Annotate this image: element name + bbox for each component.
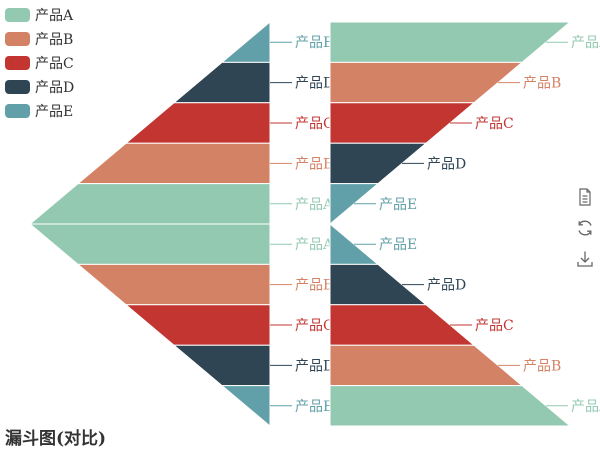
- funnel-segment-left-bottom[interactable]: [28, 223, 271, 265]
- legend-swatch: [5, 8, 30, 22]
- funnel-segment-right-bottom[interactable]: [329, 344, 524, 387]
- funnel-label: 产品B: [295, 278, 333, 294]
- funnel-segment-left-bottom[interactable]: [124, 304, 271, 346]
- funnel-label: 产品E: [379, 197, 417, 213]
- funnel-label: 产品C: [475, 116, 514, 132]
- legend: 产品A 产品B 产品C 产品D 产品E: [5, 3, 74, 123]
- funnel-label: 产品C: [295, 318, 334, 334]
- legend-swatch: [5, 80, 30, 94]
- funnel-segment-right-top[interactable]: [329, 21, 572, 63]
- funnel-label: 产品D: [427, 156, 466, 172]
- funnel-label: 产品C: [475, 318, 514, 334]
- funnel-segment-right-bottom[interactable]: [329, 385, 572, 427]
- legend-swatch: [5, 32, 30, 46]
- funnel-segment-left-top[interactable]: [76, 142, 271, 185]
- funnel-label: 产品E: [295, 35, 333, 51]
- legend-label: 产品D: [35, 80, 75, 96]
- legend-label: 产品B: [35, 32, 74, 48]
- funnel-segment-left-top[interactable]: [28, 183, 271, 225]
- funnel-segment-left-top[interactable]: [220, 20, 271, 63]
- funnel-label: 产品A: [295, 237, 334, 253]
- save-image-icon[interactable]: [575, 249, 595, 269]
- funnel-label: 产品B: [523, 358, 561, 374]
- funnel-label: 产品B: [523, 76, 561, 92]
- legend-swatch: [5, 104, 30, 118]
- legend-label: 产品A: [35, 8, 74, 24]
- legend-item[interactable]: 产品B: [5, 27, 74, 51]
- funnel-segment-left-top[interactable]: [172, 61, 271, 104]
- legend-item[interactable]: 产品D: [5, 75, 74, 99]
- funnel-segment-left-bottom[interactable]: [172, 344, 271, 387]
- legend-item[interactable]: 产品A: [5, 3, 74, 27]
- legend-item[interactable]: 产品E: [5, 99, 74, 123]
- funnel-label: 产品E: [379, 237, 417, 253]
- funnel-label: 产品B: [295, 156, 333, 172]
- legend-swatch: [5, 56, 30, 70]
- funnel-label: 产品C: [295, 116, 334, 132]
- data-view-icon[interactable]: [575, 187, 595, 207]
- funnel-label: 产品D: [295, 358, 334, 374]
- toolbox: [575, 187, 595, 280]
- funnel-label: 产品A: [295, 197, 334, 213]
- funnel-label: 产品E: [295, 399, 333, 415]
- funnel-segment-left-bottom[interactable]: [220, 385, 271, 428]
- legend-label: 产品E: [35, 104, 74, 120]
- funnel-label: 产品D: [427, 278, 466, 294]
- funnel-label: 产品A: [571, 35, 600, 51]
- legend-label: 产品C: [35, 56, 74, 72]
- restore-icon[interactable]: [575, 218, 595, 238]
- funnel-label: 产品A: [571, 399, 600, 415]
- funnel-segment-left-bottom[interactable]: [76, 263, 271, 306]
- chart-title: 漏斗图(对比): [5, 429, 107, 449]
- legend-item[interactable]: 产品C: [5, 51, 74, 75]
- funnel-segment-left-top[interactable]: [124, 102, 271, 144]
- funnel-label: 产品D: [295, 76, 334, 92]
- funnel-segment-right-top[interactable]: [329, 61, 524, 104]
